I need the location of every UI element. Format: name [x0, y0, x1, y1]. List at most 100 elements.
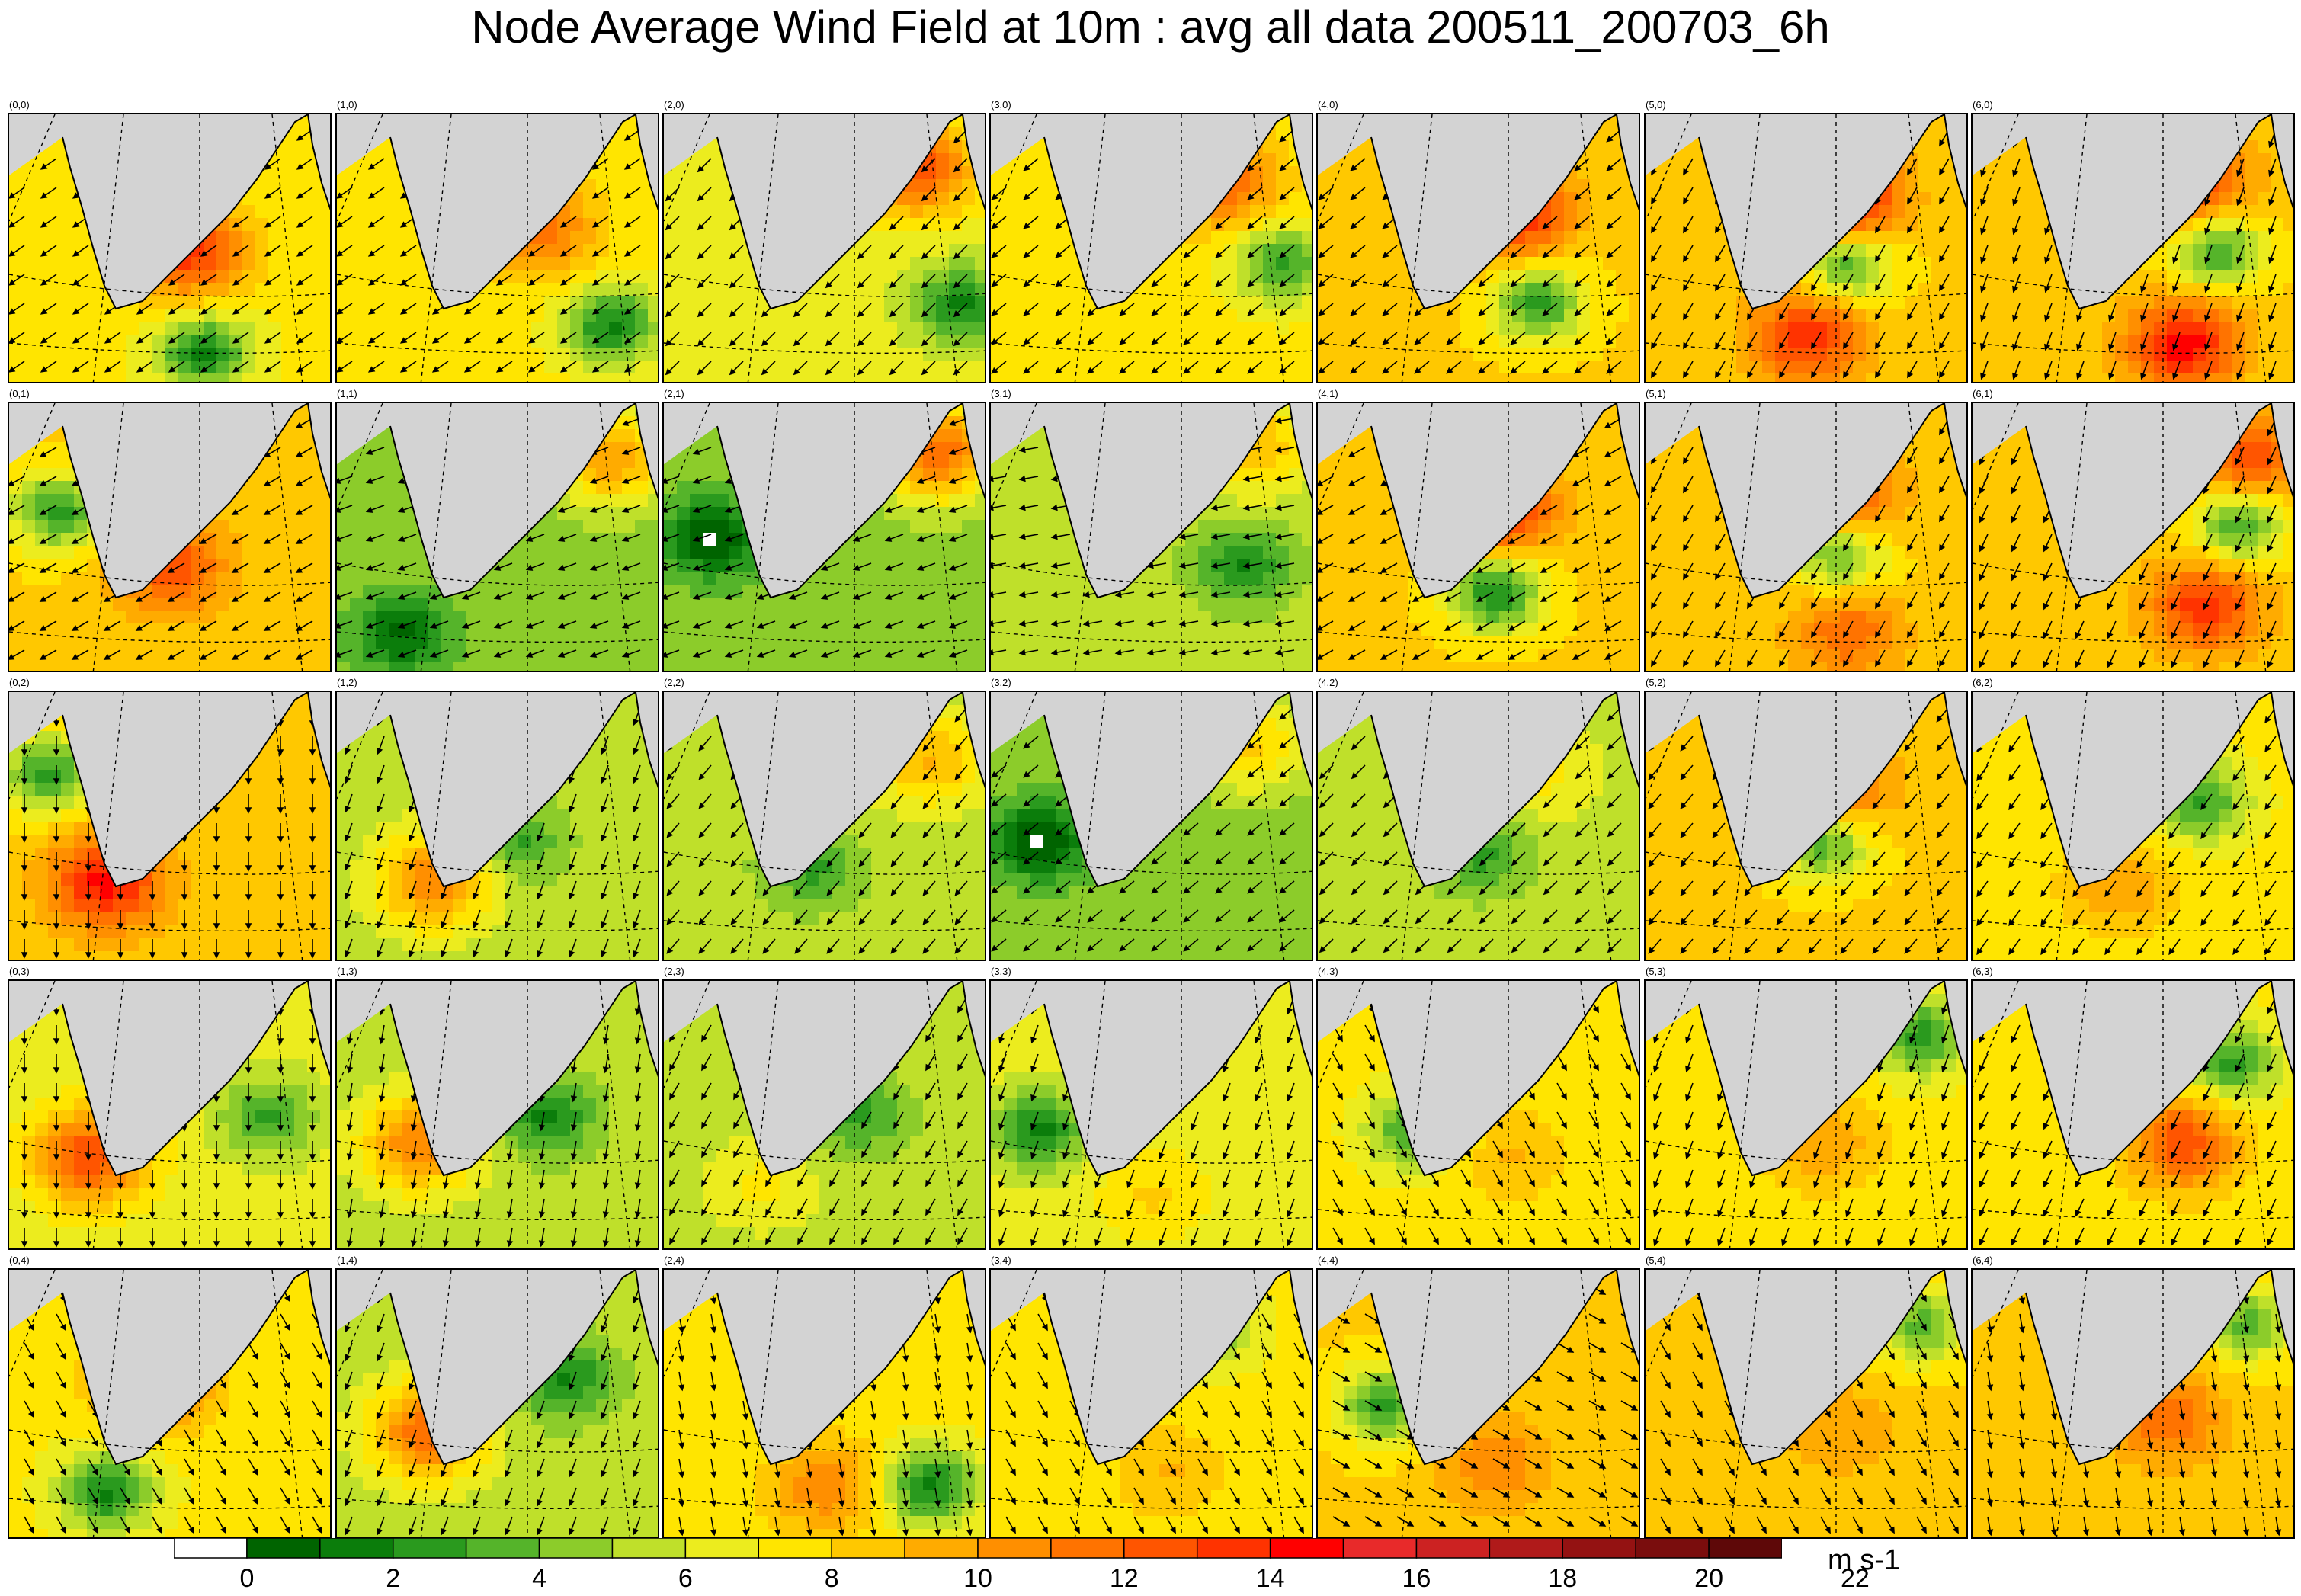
- field-cell: [1043, 205, 1056, 219]
- field-cell: [923, 257, 937, 271]
- field-cell: [832, 322, 846, 335]
- field-cell: [337, 296, 351, 309]
- field-cell: [1331, 296, 1344, 309]
- wind-arrow-head: [367, 250, 376, 257]
- field-cell: [768, 348, 781, 361]
- field-cell: [1211, 309, 1225, 322]
- wind-arrow-head: [559, 337, 568, 344]
- wind-arrow-head: [40, 279, 48, 286]
- field-cell: [363, 348, 377, 361]
- field-cell: [1658, 361, 1672, 374]
- field-cell: [648, 361, 658, 374]
- field-cell: [1357, 309, 1370, 322]
- field-cell: [1616, 192, 1630, 206]
- wind-arrow-head: [1055, 367, 1062, 374]
- field-cell: [1263, 231, 1277, 245]
- field-cell: [1030, 322, 1043, 335]
- field-cell: [74, 335, 88, 348]
- field-cell: [768, 309, 781, 322]
- field-cell: [1357, 322, 1370, 335]
- field-cell: [1383, 231, 1396, 245]
- field-cell: [1276, 179, 1290, 193]
- field-cell: [1237, 179, 1251, 193]
- wind-arrow-head: [1542, 367, 1549, 374]
- field-cell: [216, 361, 230, 374]
- field-cell: [350, 192, 364, 206]
- wind-arrow-head: [1183, 367, 1191, 374]
- wind-arrow-head: [1510, 280, 1517, 287]
- graticule: [9, 114, 330, 382]
- field-cell: [2245, 231, 2258, 245]
- field-cell: [1827, 322, 1841, 335]
- field-cell: [1133, 335, 1147, 348]
- wind-arrow-head: [104, 366, 112, 373]
- field-cell: [1004, 270, 1018, 284]
- wind-arrow-head: [1683, 370, 1690, 379]
- field-cell: [1918, 322, 1931, 335]
- field-cell: [281, 179, 295, 193]
- field-cell: [1030, 361, 1043, 374]
- field-cell: [152, 309, 165, 322]
- field-cell: [1801, 296, 1815, 309]
- wind-arrow-head: [1843, 370, 1850, 379]
- field-cell: [531, 322, 545, 335]
- field-cell: [2180, 322, 2194, 335]
- field-cell: [415, 283, 428, 296]
- field-cell: [1998, 231, 2012, 245]
- field-cell: [2245, 361, 2258, 374]
- field-cell: [1473, 373, 1487, 382]
- field-cell: [22, 244, 36, 258]
- field-cell: [1043, 244, 1056, 258]
- field-cell: [596, 373, 610, 382]
- field-cell: [910, 218, 924, 232]
- field-cell: [216, 348, 230, 361]
- field-cell: [2271, 231, 2284, 245]
- field-cell: [1030, 348, 1043, 361]
- field-cell: [755, 348, 768, 361]
- field-cell: [1512, 283, 1526, 296]
- field-cell: [1263, 335, 1277, 348]
- field-cell: [544, 373, 558, 382]
- wind-arrow-head: [697, 223, 704, 231]
- field-cell: [1918, 205, 1931, 219]
- field-cell: [1159, 348, 1173, 361]
- field-cell: [1370, 361, 1383, 374]
- field-cell: [703, 361, 716, 374]
- field-cell: [596, 361, 610, 374]
- field-cell: [1616, 166, 1630, 180]
- field-cell: [1853, 361, 1867, 374]
- field-cell: [126, 373, 139, 382]
- field-cell: [1004, 231, 1018, 245]
- field-cell: [453, 309, 467, 322]
- field-cell: [61, 257, 75, 271]
- field-cell: [1004, 309, 1018, 322]
- field-cell: [1658, 296, 1672, 309]
- field-cell: [1646, 218, 1659, 232]
- field-cell: [389, 257, 402, 271]
- field-cell: [1263, 179, 1277, 193]
- field-cell: [1775, 361, 1789, 374]
- wind-arrow-head: [1318, 280, 1325, 287]
- field-cell: [1289, 309, 1303, 322]
- field-cell: [1017, 322, 1030, 335]
- wind-arrow-head: [264, 337, 272, 344]
- field-cell: [1840, 361, 1854, 374]
- field-cell: [557, 244, 571, 258]
- field-cell: [923, 205, 937, 219]
- field-cell: [897, 283, 911, 296]
- wind-arrow-head: [1279, 309, 1287, 316]
- wind-arrow-head: [1651, 312, 1658, 321]
- field-cell: [350, 296, 364, 309]
- field-cell: [871, 296, 885, 309]
- field-cell: [991, 348, 1005, 361]
- field-cell: [755, 373, 768, 382]
- field-cell: [2115, 373, 2129, 382]
- field-cell: [2024, 373, 2038, 382]
- field-cell: [1263, 373, 1277, 382]
- field-cell: [648, 270, 658, 284]
- field-cell: [1616, 309, 1630, 322]
- wind-arrow-head: [1683, 312, 1690, 321]
- field-cell: [2180, 361, 2194, 374]
- field-cell: [1788, 348, 1802, 361]
- field-cell: [871, 283, 885, 296]
